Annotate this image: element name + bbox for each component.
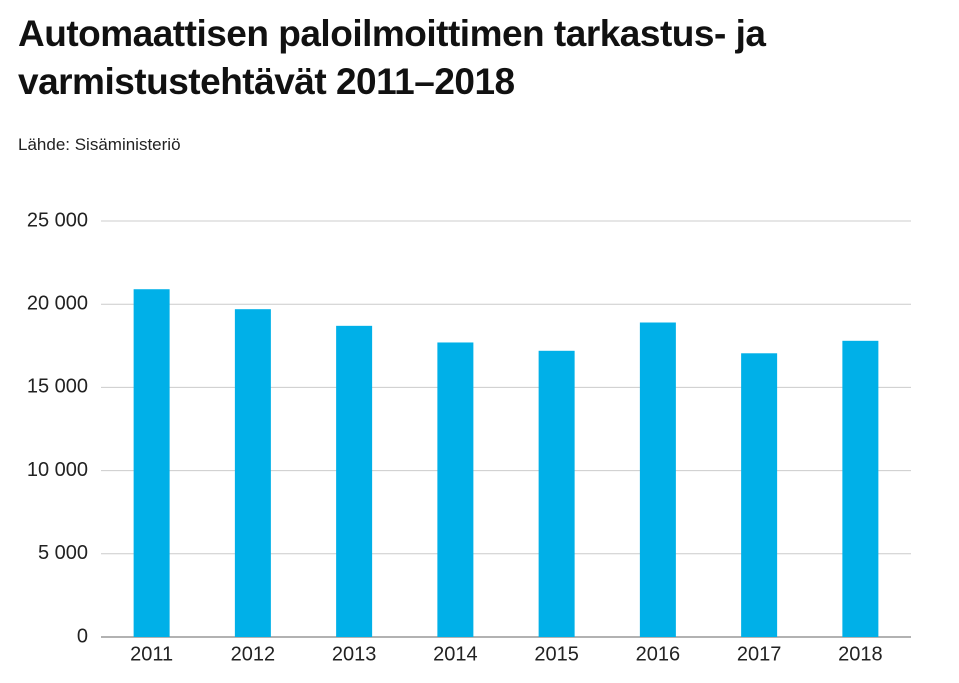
- x-tick-label: 2017: [737, 643, 782, 665]
- y-tick-label: 25 000: [27, 209, 88, 231]
- x-tick-label: 2018: [838, 643, 883, 665]
- x-tick-label: 2013: [332, 643, 377, 665]
- y-tick-label: 10 000: [27, 459, 88, 481]
- bar: [437, 342, 474, 637]
- x-tick-label: 2014: [433, 643, 478, 665]
- y-tick-label: 0: [77, 625, 88, 647]
- x-tick-label: 2015: [534, 643, 579, 665]
- bar: [639, 322, 676, 637]
- y-tick-label: 15 000: [27, 376, 88, 398]
- bar: [336, 325, 373, 637]
- bar: [133, 289, 170, 637]
- y-tick-label: 5 000: [38, 542, 88, 564]
- x-tick-label: 2011: [130, 643, 173, 665]
- y-tick-label: 20 000: [27, 292, 88, 314]
- x-tick-label: 2016: [636, 643, 681, 665]
- bar: [842, 340, 879, 637]
- x-tick-label: 2012: [231, 643, 276, 665]
- chart-title: Automaattisen paloilmoittimen tarkastus-…: [18, 13, 766, 102]
- bar: [741, 353, 778, 637]
- chart-subtitle: Lähde: Sisäministeriö: [18, 135, 181, 154]
- bar: [538, 350, 575, 637]
- bar: [234, 309, 271, 637]
